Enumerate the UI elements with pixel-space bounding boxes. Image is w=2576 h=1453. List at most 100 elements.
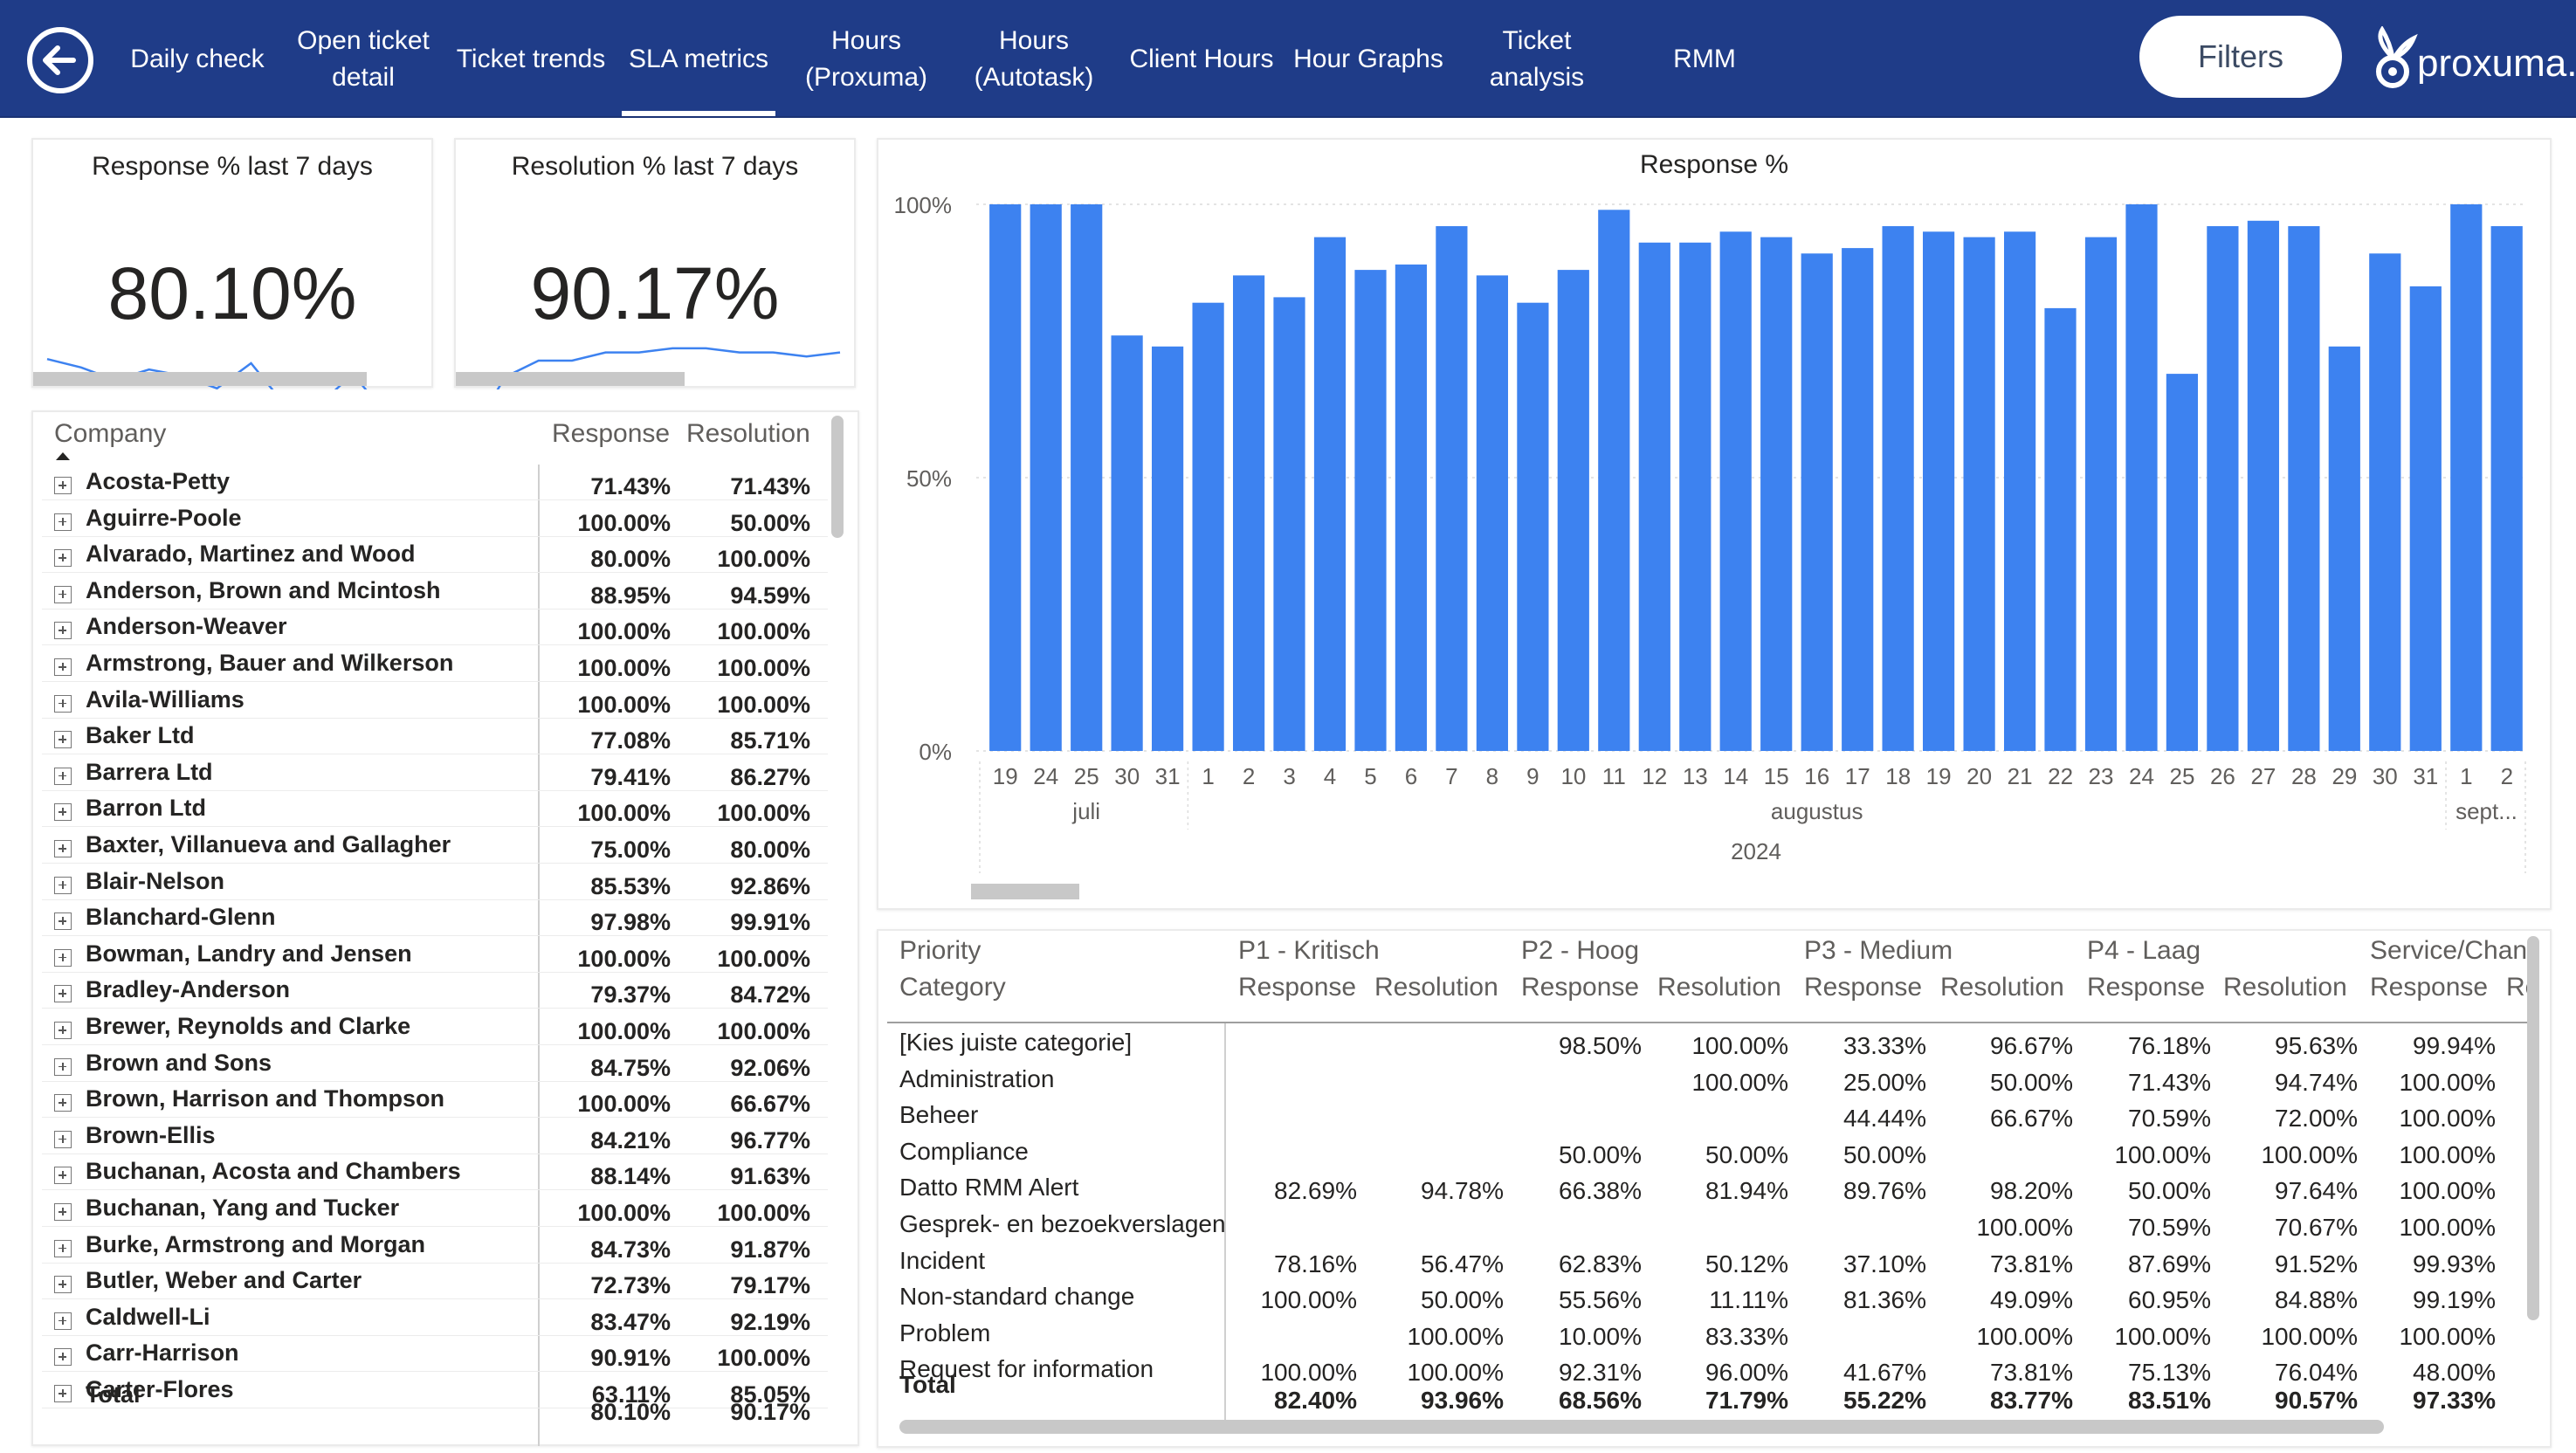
table-row[interactable]: Baxter, Villanueva and Gallagher 75.00% 80… — [33, 828, 819, 864]
table-row[interactable]: Barron Ltd 100.00% 100.00% — [33, 791, 819, 828]
column-header-response[interactable]: Response — [552, 419, 671, 448]
expand-icon[interactable] — [54, 1167, 72, 1185]
table-row[interactable]: Bowman, Landry and Jensen 100.00% 100.00% — [33, 937, 819, 974]
expand-icon[interactable] — [54, 840, 72, 857]
bar[interactable] — [2044, 307, 2077, 751]
expand-icon[interactable] — [54, 513, 72, 531]
table-row[interactable]: Armstrong, Bauer and Wilkerson 100.00% 100… — [33, 646, 819, 683]
priority-subheader[interactable]: Response — [2370, 973, 2489, 1002]
expand-icon[interactable] — [54, 549, 72, 568]
bar[interactable] — [1192, 302, 1224, 751]
table-row[interactable]: Brown and Sons 84.75% 92.06% — [33, 1046, 819, 1083]
expand-icon[interactable] — [54, 731, 72, 749]
expand-icon[interactable] — [54, 1385, 72, 1402]
table-row[interactable]: Burke, Armstrong and Morgan 84.73% 91.87% — [33, 1228, 819, 1264]
expand-icon[interactable] — [54, 1276, 72, 1294]
nav-daily-check[interactable]: Daily check — [130, 44, 265, 73]
priority-subheader[interactable]: Resolution — [1940, 973, 2064, 1002]
bar[interactable] — [2004, 231, 2036, 751]
table-row[interactable]: Acosta-Petty 71.43% 71.43% — [33, 465, 819, 501]
bar[interactable] — [2247, 220, 2279, 752]
bar[interactable] — [1719, 231, 1752, 751]
table-row[interactable]: Avila-Williams 100.00% 100.00% — [33, 683, 819, 720]
expand-icon[interactable] — [54, 1348, 72, 1367]
expand-icon[interactable] — [54, 1130, 72, 1148]
column-header-company[interactable]: Company — [54, 419, 167, 448]
bar[interactable] — [1923, 231, 1955, 751]
expand-icon[interactable] — [54, 1057, 72, 1076]
expand-icon[interactable] — [54, 803, 72, 822]
table-row[interactable]: Blair-Nelson 85.53% 92.86% — [33, 864, 819, 901]
bar[interactable] — [1557, 270, 1589, 752]
bar[interactable] — [1598, 210, 1630, 752]
bar[interactable] — [1030, 204, 1062, 751]
table-row[interactable]: Brown-Ellis 84.21% 96.77% — [33, 1119, 819, 1155]
table-vertical-scrollbar[interactable] — [831, 416, 844, 538]
table-row[interactable]: Butler, Weber and Carter 72.73% 79.17% — [33, 1264, 819, 1300]
bar[interactable] — [1071, 204, 1103, 751]
table-row[interactable]: Carter-Flores 63.11% 85.05% — [33, 1373, 819, 1409]
bar[interactable] — [2328, 346, 2360, 751]
nav-sla-metrics[interactable]: SLA metrics — [622, 0, 775, 118]
expand-icon[interactable] — [54, 1312, 72, 1330]
matrix-vertical-scrollbar[interactable] — [2527, 936, 2539, 1320]
bar[interactable] — [1476, 275, 1508, 751]
table-row[interactable]: Caldwell-Li 83.47% 92.19% — [33, 1300, 819, 1337]
kpi-scrollbar[interactable] — [33, 372, 367, 386]
chart-horizontal-scrollbar[interactable] — [971, 884, 1079, 899]
back-arrow-icon[interactable] — [24, 24, 96, 96]
bar[interactable] — [1679, 242, 1712, 751]
table-row[interactable]: Compliance 50.00% 50.00% 50.00% 100.00% 100.0… — [878, 1138, 2520, 1173]
priority-subheader[interactable]: Response — [1521, 973, 1640, 1002]
bar[interactable] — [1313, 237, 1347, 752]
expand-icon[interactable] — [54, 585, 72, 603]
table-row[interactable]: Blanchard-Glenn 97.98% 99.91% — [33, 900, 819, 937]
bar[interactable] — [1963, 237, 1995, 752]
priority-subheader[interactable]: Response — [1238, 973, 1357, 1002]
table-row[interactable]: Problem 100.00% 10.00% 83.33% 100.00% 100.00%… — [878, 1319, 2520, 1354]
table-row[interactable]: Bradley-Anderson 79.37% 84.72% — [33, 973, 819, 1009]
table-row[interactable]: Barrera Ltd 79.41% 86.27% — [33, 755, 819, 792]
bar[interactable] — [1152, 346, 1184, 751]
table-row[interactable]: Brewer, Reynolds and Clarke 100.00% 100.00… — [33, 1009, 819, 1046]
table-row[interactable]: Carr-Harrison 90.91% 100.00% — [33, 1336, 819, 1373]
nav-hour-graphs[interactable]: Hour Graphs — [1293, 44, 1443, 73]
bar[interactable] — [2207, 226, 2239, 751]
table-row[interactable]: [Kies juiste categorie] 98.50% 100.00% 33.3… — [878, 1029, 2520, 1064]
table-row[interactable]: Alvarado, Martinez and Wood 80.00% 100.00% — [33, 537, 819, 574]
table-row[interactable]: Aguirre-Poole 100.00% 50.00% — [33, 501, 819, 538]
nav-ticket-trends[interactable]: Ticket trends — [456, 44, 606, 73]
table-row[interactable]: Non-standard change 100.00% 50.00% 55.56% 11… — [878, 1283, 2520, 1318]
bar[interactable] — [1842, 248, 1874, 752]
priority-subheader[interactable]: Resolution — [2223, 973, 2347, 1002]
table-row[interactable]: Beheer 44.44% 66.67% 70.59% 72.00% 100.00% — [878, 1101, 2520, 1136]
bar[interactable] — [2450, 204, 2483, 751]
expand-icon[interactable] — [54, 912, 72, 931]
table-row[interactable]: Buchanan, Acosta and Chambers 88.14% 91.63… — [33, 1154, 819, 1191]
bar[interactable] — [1638, 242, 1670, 751]
expand-icon[interactable] — [54, 477, 72, 494]
table-row[interactable]: Incident 78.16% 56.47% 62.83% 50.12% 37.10% 73… — [878, 1247, 2520, 1282]
expand-icon[interactable] — [54, 622, 72, 640]
table-row[interactable]: Baker Ltd 77.08% 85.71% — [33, 719, 819, 755]
priority-subheader[interactable]: Response — [1804, 973, 1923, 1002]
table-row[interactable]: Anderson-Weaver 100.00% 100.00% — [33, 609, 819, 646]
priority-subheader[interactable]: Resolution — [1374, 973, 1498, 1002]
table-row[interactable]: Request for information 100.00% 100.00% 92.… — [878, 1355, 2520, 1390]
bar[interactable] — [1882, 226, 1914, 751]
kpi-scrollbar[interactable] — [456, 372, 685, 386]
nav-hours-proxuma[interactable]: Hours (Proxuma) — [804, 25, 928, 92]
expand-icon[interactable] — [54, 1239, 72, 1257]
expand-icon[interactable] — [54, 1094, 72, 1112]
filters-button[interactable]: Filters — [2139, 16, 2342, 98]
nav-rmm[interactable]: RMM — [1673, 44, 1736, 73]
bar[interactable] — [1760, 237, 1793, 752]
priority-subheader[interactable]: Resolution — [1657, 973, 1781, 1002]
expand-icon[interactable] — [54, 1203, 72, 1221]
expand-icon[interactable] — [54, 658, 72, 676]
expand-icon[interactable] — [54, 1022, 72, 1039]
bar[interactable] — [2369, 253, 2401, 751]
expand-icon[interactable] — [54, 876, 72, 894]
column-header-resolution[interactable]: Resolution — [686, 419, 810, 448]
nav-client-hours[interactable]: Client Hours — [1129, 44, 1274, 73]
